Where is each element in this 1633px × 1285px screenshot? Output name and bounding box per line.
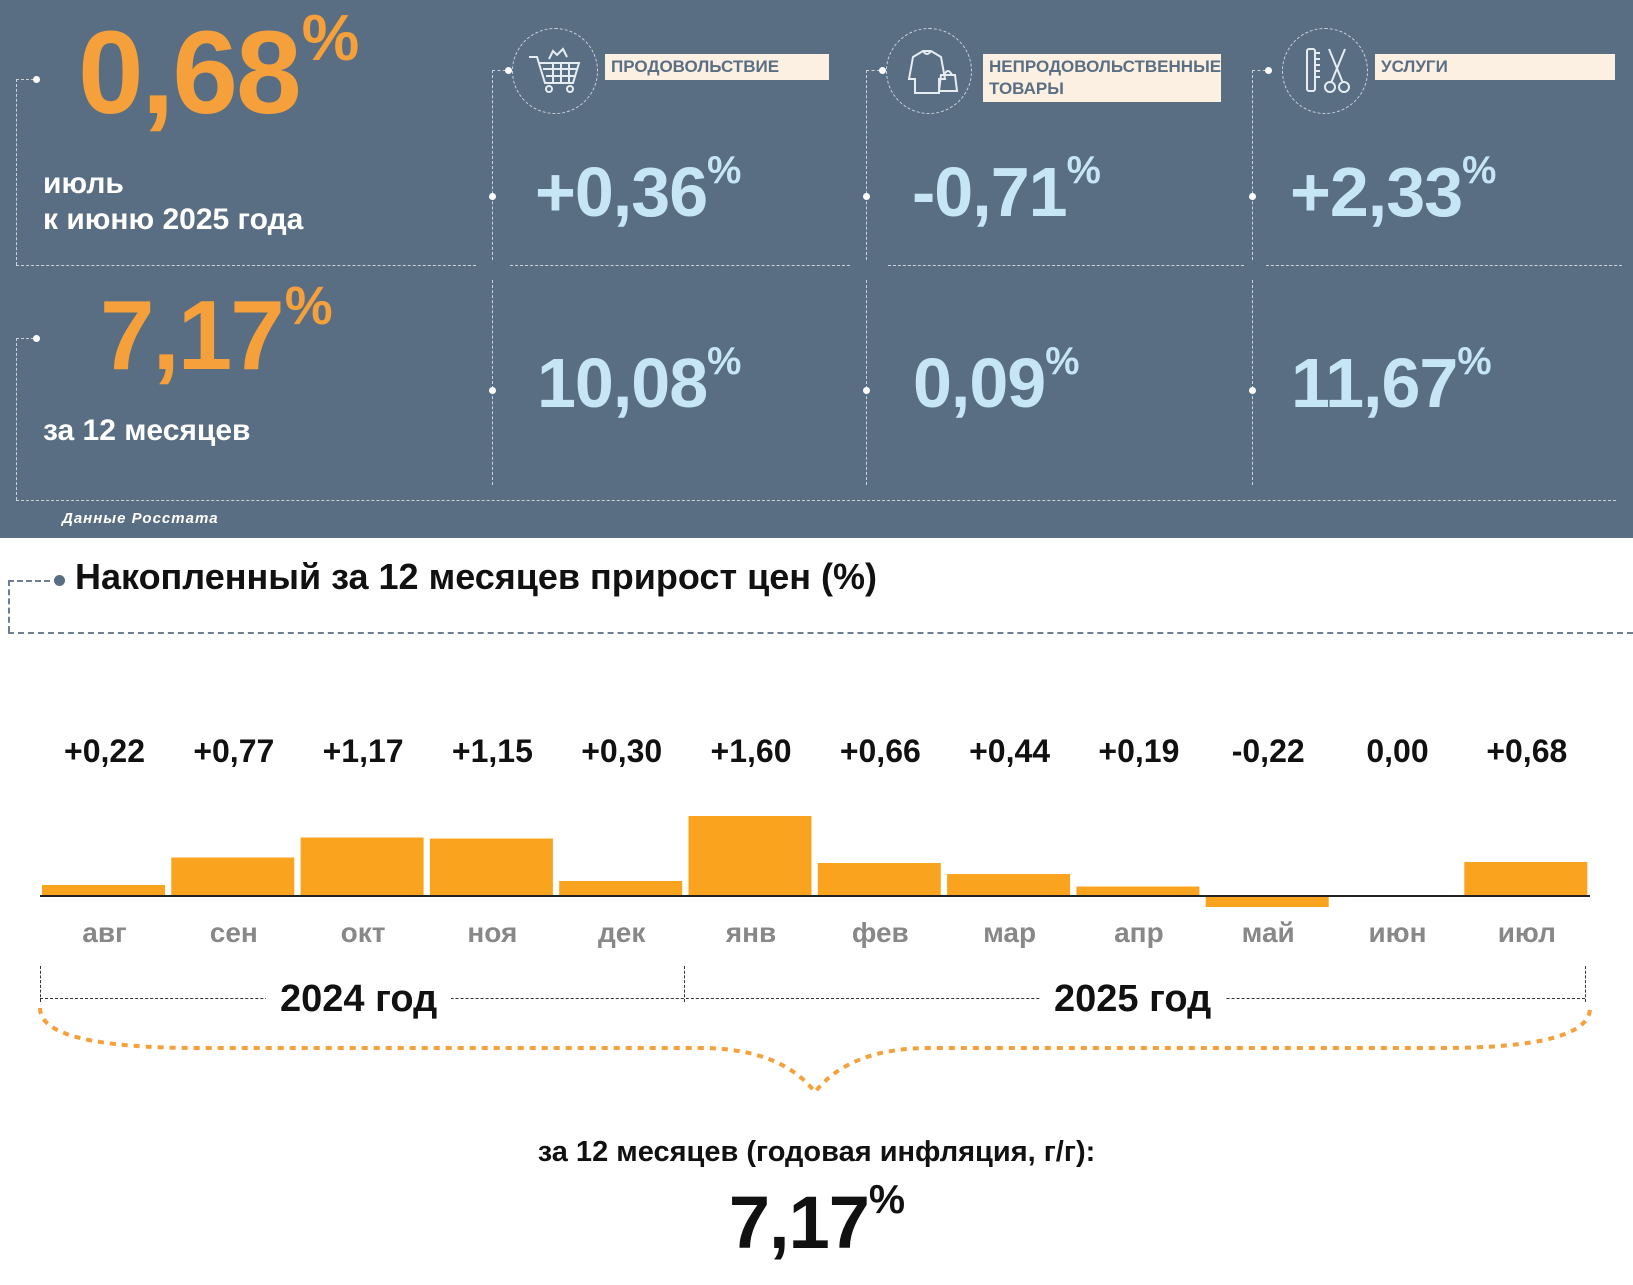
monthly-inflation-label: июль к июню 2025 года [43,167,304,236]
year-label-2025: 2025 год [1040,978,1226,1021]
month-label-май: май [1241,917,1295,948]
bar-окт [300,837,424,896]
value-label-окт: +1,17 [322,733,404,769]
bar-май [1205,896,1329,907]
bar-сен [171,857,295,896]
value-label-янв: +1,60 [710,733,792,769]
month-label-сен: сен [209,917,258,948]
nonfood-monthly-value: -0,71% [912,149,1101,231]
bar-ноя [429,838,553,896]
year-label-2024: 2024 год [266,978,452,1021]
month-label-ноя: ноя [467,917,518,948]
summary-panel: 0,68% июль к июню 2025 года 7,17% за 12 … [0,0,1633,538]
source-note: Данные Росстата [62,510,219,527]
category-label-food: ПРОДОВОЛЬСТВИЕ [605,54,829,80]
section-title: Накопленный за 12 месяцев прирост цен (%… [75,556,877,597]
value-label-апр: +0,19 [1098,733,1180,769]
month-label-фев: фев [851,917,909,948]
month-label-авг: авг [82,917,127,948]
shopping-cart-icon [512,28,598,114]
nonfood-annual-value: 0,09% [913,340,1080,422]
bar-июл [1464,862,1588,896]
section-bullet [54,575,65,586]
annual-inflation-label: за 12 месяцев [43,414,251,447]
year-brace [38,1007,1592,1096]
value-label-мар: +0,44 [969,733,1051,769]
services-annual-value: 11,67% [1291,340,1492,422]
scissors-comb-icon [1282,28,1368,114]
bar-фев [817,863,941,896]
services-monthly-value: +2,33% [1290,149,1497,231]
annual-summary-value: 7,17% [728,1175,905,1264]
month-label-июл: июл [1497,917,1556,948]
value-label-июл: +0,68 [1486,733,1568,769]
value-label-ноя: +1,15 [451,733,533,769]
value-label-сен: +0,77 [193,733,275,769]
value-label-июн: 0,00 [1366,733,1429,769]
bar-апр [1076,886,1200,896]
category-label-services: УСЛУГИ [1375,54,1615,80]
food-annual-value: 10,08% [537,340,742,422]
bar-chart [40,816,1590,907]
clothes-bag-icon [886,28,972,114]
month-label-окт: окт [340,917,386,948]
value-label-авг: +0,22 [64,733,145,769]
value-label-май: -0,22 [1231,733,1305,769]
bar-мар [947,874,1071,896]
month-label-янв: янв [725,917,777,948]
annual-summary-label: за 12 месяцев (годовая инфляция, г/г): [537,1136,1096,1168]
category-label-nonfood: НЕПРОДОВОЛЬСТВЕННЫЕ ТОВАРЫ [983,54,1221,102]
month-label-июн: июн [1368,917,1427,948]
annual-inflation-value: 7,17% [100,275,333,390]
bar-авг [42,885,165,896]
month-label-дек: дек [598,917,646,948]
monthly-inflation-value: 0,68% [78,1,360,139]
value-label-фев: +0,66 [839,733,921,769]
month-label-мар: мар [983,917,1037,948]
bar-янв [688,816,812,896]
food-monthly-value: +0,36% [535,149,742,231]
month-label-апр: апр [1114,917,1164,948]
bar-дек [559,881,683,896]
value-label-дек: +0,30 [581,733,663,769]
